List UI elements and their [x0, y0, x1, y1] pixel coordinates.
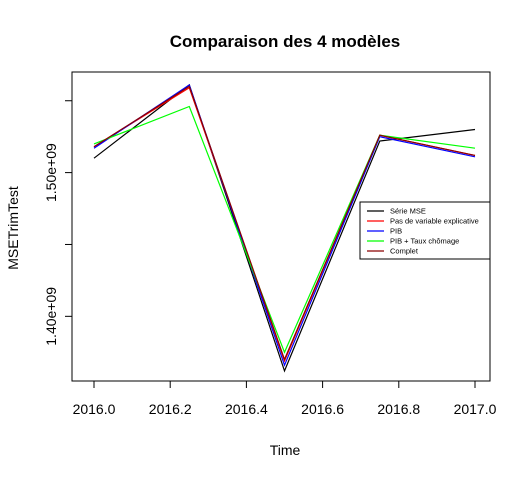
- x-tick-label: 2016.6: [301, 401, 344, 417]
- series-line-4: [93, 85, 476, 362]
- series-line-3: [93, 105, 476, 354]
- y-axis: 1.40e+09 1.50e+09: [43, 100, 73, 346]
- x-tick-label: 2017.0: [454, 401, 497, 417]
- y-tick-label: 1.50e+09: [43, 143, 59, 202]
- y-axis-label: MSETrimTest: [5, 186, 21, 270]
- legend-entry-label: PIB: [390, 227, 402, 236]
- legend-entry-label: Série MSE: [390, 207, 426, 216]
- legend-entry-label: PIB + Taux chômage: [390, 237, 459, 246]
- x-tick-label: 2016.8: [377, 401, 420, 417]
- legend-entry-label: Complet: [390, 247, 419, 256]
- legend-entry-label: Pas de variable explicative: [390, 217, 479, 226]
- x-tick-label: 2016.4: [225, 401, 268, 417]
- chart-title: Comparaison des 4 modèles: [170, 32, 401, 51]
- series-line-0: [93, 83, 476, 373]
- x-axis-label: Time: [270, 442, 301, 458]
- series-lines: [93, 83, 476, 373]
- x-axis: 2016.0 2016.2 2016.4 2016.6 2016.8 2017.0: [73, 380, 497, 417]
- y-tick-label: 1.40e+09: [43, 287, 59, 346]
- x-tick-label: 2016.0: [73, 401, 116, 417]
- x-tick-label: 2016.2: [149, 401, 192, 417]
